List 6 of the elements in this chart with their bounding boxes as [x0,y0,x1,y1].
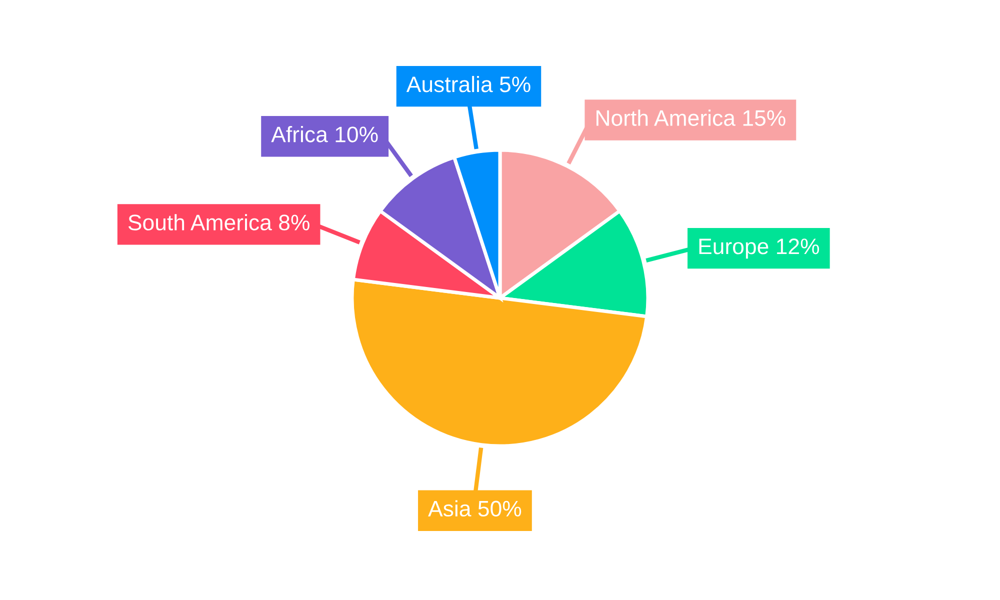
slice-label: South America 8% [128,214,310,230]
slice-label: Africa 10% [271,126,378,142]
slice-label: Asia 50% [428,500,522,517]
slice-label: North America 15% [596,110,786,126]
slice-label: Europe 12% [699,238,820,259]
slice-label: Australia 5% [406,76,530,92]
